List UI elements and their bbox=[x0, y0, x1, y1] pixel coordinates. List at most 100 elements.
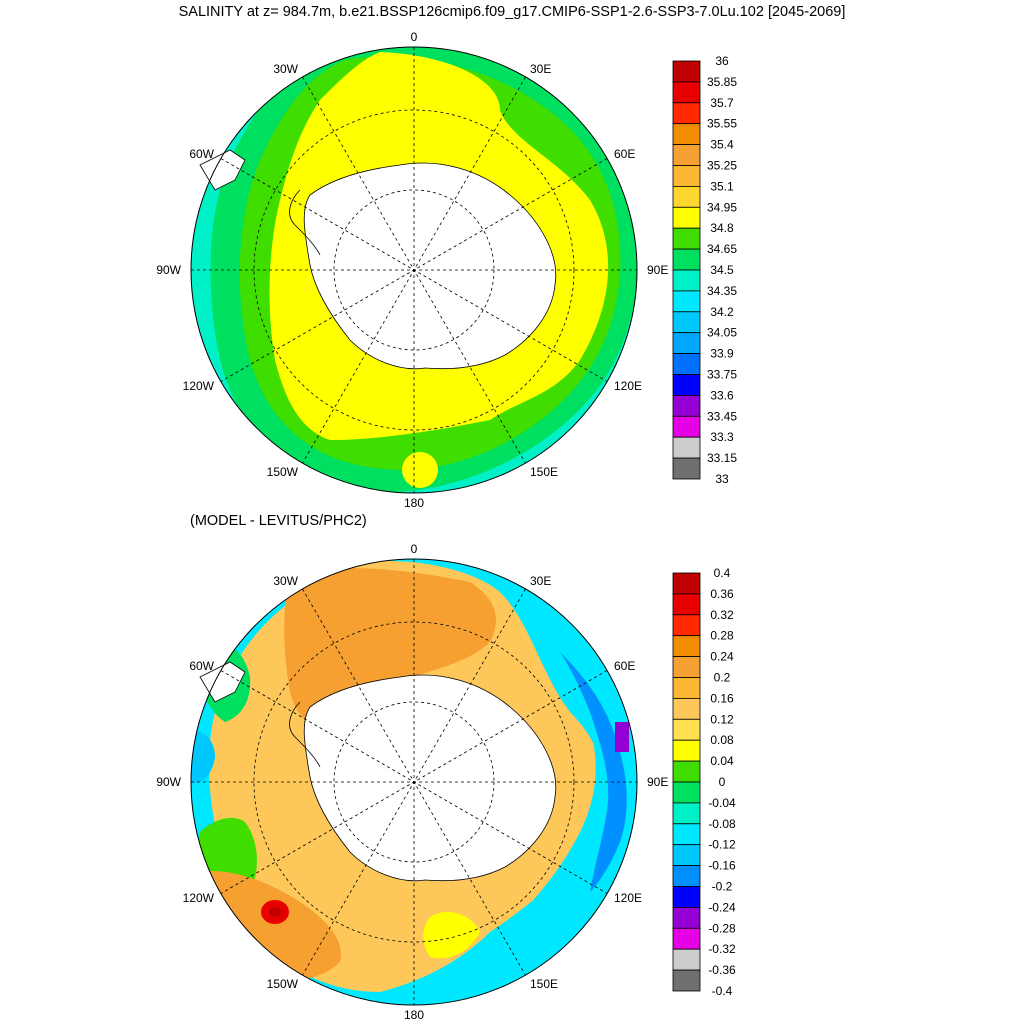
salinity-colorbar-box bbox=[672, 123, 701, 145]
difference-colorbar-box bbox=[672, 948, 701, 971]
difference-colorbar-box bbox=[672, 781, 701, 804]
salinity-colorbar-box bbox=[672, 311, 701, 334]
longitude-labels: 0 30E 60E 90E 120E 150E 180 150W 120W 90… bbox=[156, 30, 668, 510]
salinity-colorbar-tick-label: 36 bbox=[715, 54, 729, 68]
field-indian-rim bbox=[430, 592, 620, 997]
salinity-colorbar-box bbox=[672, 290, 701, 313]
lon-label-150w: 150W bbox=[267, 465, 299, 479]
difference-colorbar-tick-label: 0.2 bbox=[714, 671, 731, 685]
salinity-colorbar-tick-label: 33 bbox=[715, 472, 729, 486]
difference-colorbar-tick-label: 0.32 bbox=[710, 608, 734, 622]
difference-colorbar-box bbox=[672, 614, 701, 637]
salinity-colorbar-tick-label: 35.25 bbox=[707, 159, 737, 173]
salinity-colorbar-tick-label: 35.4 bbox=[710, 138, 734, 152]
salinity-colorbar-tick-label: 33.6 bbox=[710, 388, 734, 402]
lon-label-150w: 150W bbox=[267, 977, 299, 991]
salinity-colorbar-box bbox=[672, 81, 701, 104]
difference-colorbar-tick-label: -0.4 bbox=[712, 984, 733, 998]
field-purple-patch bbox=[615, 722, 629, 752]
lon-label-120e: 120E bbox=[614, 379, 642, 393]
salinity-colorbar-tick-label: 34.2 bbox=[710, 305, 734, 319]
antarctica-landmass bbox=[304, 163, 556, 369]
field-south-patch bbox=[402, 452, 438, 488]
lon-label-30w: 30W bbox=[273, 62, 298, 76]
antarctic-peninsula bbox=[289, 189, 321, 256]
difference-colorbar-box bbox=[672, 635, 701, 657]
salinity-colorbar-tick-label: 35.85 bbox=[707, 75, 737, 89]
difference-colorbar-tick-label: 0.4 bbox=[714, 566, 731, 580]
difference-colorbar-box bbox=[672, 906, 701, 929]
salinity-colorbar-tick-label: 35.55 bbox=[707, 117, 737, 131]
salinity-colorbar-box bbox=[672, 436, 701, 459]
salinity-colorbar-box bbox=[672, 227, 701, 250]
difference-colorbar-box bbox=[672, 677, 701, 699]
difference-colorbar-tick-label: 0.16 bbox=[710, 691, 734, 705]
lon-label-90e: 90E bbox=[647, 263, 668, 277]
difference-colorbar-tick-label: 0.24 bbox=[710, 650, 734, 664]
difference-colorbar-box bbox=[672, 572, 701, 595]
lon-label-30e: 30E bbox=[530, 62, 551, 76]
salinity-colorbar-box bbox=[672, 102, 701, 125]
difference-colorbar-tick-label: -0.08 bbox=[708, 817, 736, 831]
lon-label-30e: 30E bbox=[530, 574, 551, 588]
lon-label-60e: 60E bbox=[614, 659, 635, 673]
salinity-colorbar-tick-label: 33.3 bbox=[710, 430, 734, 444]
antarctic-peninsula bbox=[289, 701, 321, 768]
difference-map: 0 30E 60E 90E 120E 150E 180 150W 120W 90… bbox=[156, 542, 736, 1022]
lon-label-90e: 90E bbox=[647, 775, 668, 789]
lon-label-150e: 150E bbox=[530, 977, 558, 991]
salinity-colorbar: 36 35.85 35.7 35.55 35.4 35.25 35.1 34.95 34.8 34… bbox=[672, 54, 737, 486]
lon-label-150e: 150E bbox=[530, 465, 558, 479]
salinity-colorbar-box bbox=[672, 269, 701, 292]
difference-colorbar-tick-label: -0.24 bbox=[708, 900, 736, 914]
lon-label-30w: 30W bbox=[273, 574, 298, 588]
difference-colorbar-tick-label: 0 bbox=[719, 775, 726, 789]
salinity-colorbar-box bbox=[672, 457, 701, 480]
salinity-colorbar-box bbox=[672, 206, 701, 229]
difference-colorbar-tick-label: 0.08 bbox=[710, 733, 734, 747]
salinity-colorbar-box bbox=[672, 415, 701, 438]
difference-colorbar-tick-label: -0.28 bbox=[708, 921, 736, 935]
salinity-colorbar-box bbox=[672, 394, 701, 417]
antarctica-coastline bbox=[303, 162, 557, 370]
lon-label-120e: 120E bbox=[614, 891, 642, 905]
lon-label-60e: 60E bbox=[614, 147, 635, 161]
difference-colorbar-box bbox=[672, 739, 701, 762]
difference-colorbar-box bbox=[672, 718, 701, 741]
salinity-colorbar-box bbox=[672, 60, 701, 83]
lon-label-60w: 60W bbox=[189, 659, 214, 673]
salinity-colorbar-tick-label: 33.9 bbox=[710, 347, 734, 361]
lon-label-90w: 90W bbox=[156, 775, 181, 789]
salinity-colorbar-tick-label: 34.35 bbox=[707, 284, 737, 298]
difference-colorbar-tick-label: -0.36 bbox=[708, 963, 736, 977]
salinity-colorbar-tick-label: 35.7 bbox=[710, 96, 734, 110]
salinity-colorbar-box bbox=[672, 374, 701, 396]
lon-label-180: 180 bbox=[404, 496, 424, 510]
south-america-tip bbox=[199, 661, 246, 703]
map-boundary bbox=[190, 46, 638, 494]
lon-label-180: 180 bbox=[404, 1008, 424, 1022]
difference-colorbar-box bbox=[672, 927, 701, 950]
difference-colorbar-tick-label: -0.04 bbox=[708, 796, 736, 810]
difference-colorbar-tick-label: 0.36 bbox=[710, 587, 734, 601]
salinity-colorbar-box bbox=[672, 185, 701, 208]
salinity-colorbar-tick-label: 35.1 bbox=[710, 179, 734, 193]
longitude-labels: 0 30E 60E 90E 120E 150E 180 150W 120W 90… bbox=[156, 542, 668, 1022]
difference-colorbar-box bbox=[672, 697, 701, 720]
salinity-colorbar-tick-label: 34.95 bbox=[707, 200, 737, 214]
field-atlantic-sector bbox=[284, 567, 496, 732]
difference-colorbar-box bbox=[672, 656, 701, 678]
map-boundary bbox=[190, 558, 638, 1006]
field-pacific-hotspot-core bbox=[269, 907, 281, 917]
lon-label-120w: 120W bbox=[183, 891, 215, 905]
salinity-colorbar-box bbox=[672, 353, 701, 375]
antarctica-landmass bbox=[304, 675, 556, 881]
field-indian-deep bbox=[560, 652, 627, 892]
salinity-colorbar-tick-label: 33.15 bbox=[707, 451, 737, 465]
lon-label-0: 0 bbox=[411, 30, 418, 44]
difference-colorbar-tick-label: 0.04 bbox=[710, 754, 734, 768]
difference-colorbar-box bbox=[672, 969, 701, 992]
south-america-tip bbox=[199, 149, 246, 191]
salinity-colorbar-box bbox=[672, 248, 701, 271]
difference-colorbar-box bbox=[672, 844, 701, 867]
